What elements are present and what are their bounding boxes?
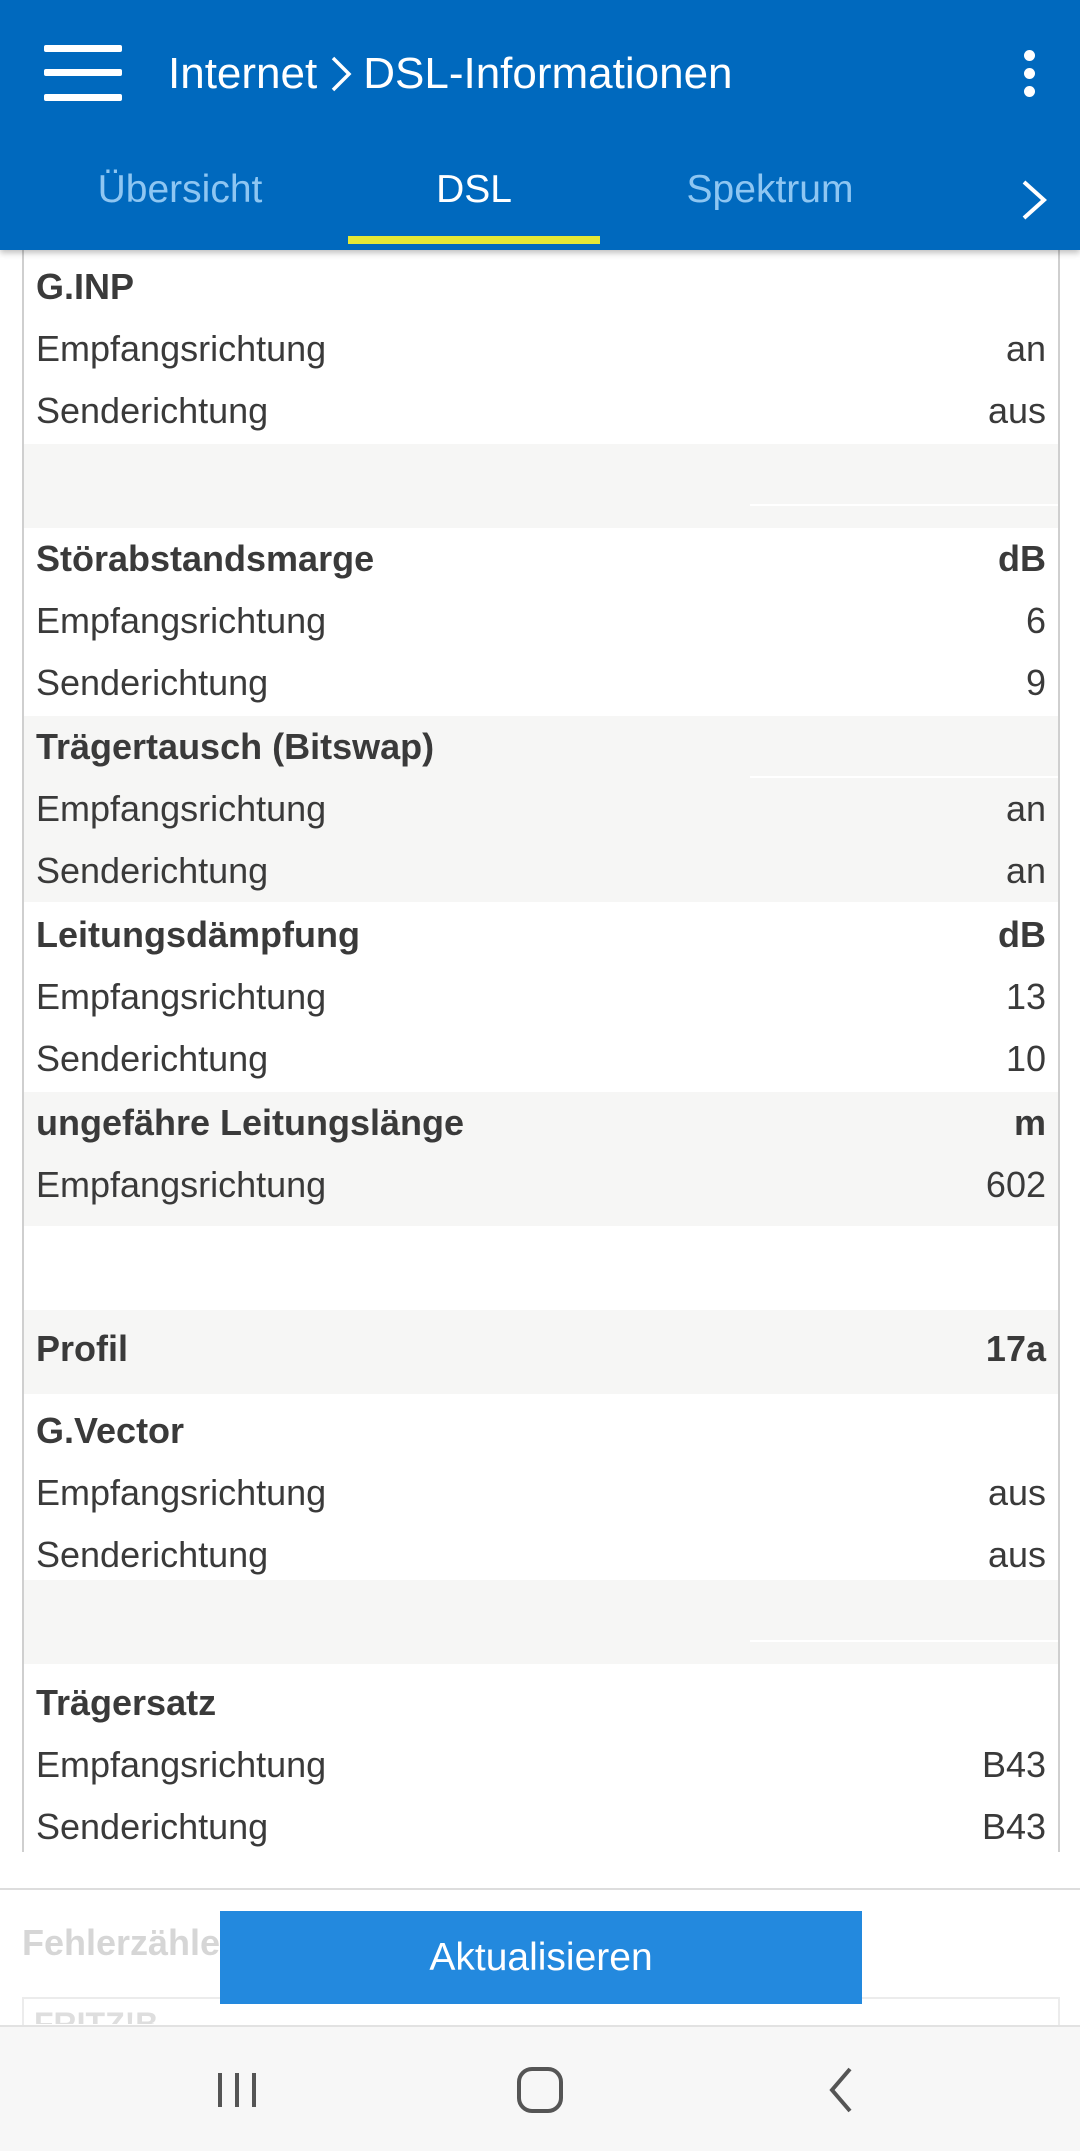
back-icon[interactable] [808, 2055, 878, 2125]
section-title: Leitungsdämpfung [36, 914, 360, 955]
cell-divider [750, 776, 1058, 778]
row-value: 6 [1025, 600, 1046, 641]
row-label: Senderichtung [36, 1534, 269, 1575]
row-value: 13 [1005, 976, 1046, 1017]
recents-icon[interactable] [202, 2055, 272, 2125]
system-nav-bar [0, 2025, 1080, 2151]
section-line-length: ungefähre Leitungslänge m Empfangsrichtu… [24, 1092, 1058, 1226]
tab-dsl[interactable]: DSL [436, 168, 512, 211]
tab-spektrum[interactable]: Spektrum [686, 168, 854, 211]
row-value: aus [987, 390, 1046, 431]
row-value: an [1005, 788, 1046, 829]
row-label: Senderichtung [36, 1038, 269, 1079]
section-snr-margin: Störabstandsmarge dB Empfangsrichtung 6 … [24, 528, 1058, 714]
more-vertical-icon[interactable] [1012, 48, 1048, 98]
chevron-right-icon [331, 56, 352, 92]
row-value: 10 [1005, 1038, 1046, 1079]
section-divider [0, 1888, 1080, 1890]
section-title: G.INP [36, 266, 135, 307]
row-label: Empfangsrichtung [36, 328, 327, 369]
row-label: Empfangsrichtung [36, 1164, 327, 1205]
section-title: Profil [36, 1328, 129, 1369]
app-bar: Internet DSL-Informationen Übersicht DSL… [0, 0, 1080, 250]
table-row: Senderichtung B43 [24, 1796, 1058, 1858]
table-row: Senderichtung 10 [24, 1028, 1058, 1090]
row-label: Empfangsrichtung [36, 1472, 327, 1513]
section-header: Profil 17a [24, 1318, 1058, 1380]
section-header: Leitungsdämpfung dB [24, 904, 1058, 966]
spacer-row [24, 1580, 1058, 1664]
row-value: B43 [981, 1806, 1046, 1847]
next-section-sub: FRITZ!B [34, 2010, 158, 2024]
section-header: Trägersatz [24, 1672, 1058, 1734]
tab-bar: Übersicht DSL Spektrum [0, 150, 1080, 250]
row-label: Senderichtung [36, 1806, 269, 1847]
section-bitswap: Trägertausch (Bitswap) Empfangsrichtung … [24, 716, 1058, 902]
row-value: 602 [985, 1164, 1046, 1205]
section-header: ungefähre Leitungslänge m [24, 1092, 1058, 1154]
row-label: Empfangsrichtung [36, 1744, 327, 1785]
update-button[interactable]: Aktualisieren [220, 1911, 862, 2004]
row-label: Senderichtung [36, 662, 269, 703]
row-label: Senderichtung [36, 390, 269, 431]
active-tab-indicator [348, 236, 600, 244]
row-value: aus [987, 1534, 1046, 1575]
table-row: Senderichtung aus [24, 1524, 1058, 1586]
table-row: Senderichtung 9 [24, 652, 1058, 714]
hamburger-menu-icon[interactable] [44, 45, 122, 101]
row-value: an [1005, 850, 1046, 891]
breadcrumb-item-internet[interactable]: Internet [168, 49, 318, 98]
home-icon[interactable] [505, 2055, 575, 2125]
section-title: ungefähre Leitungslänge [36, 1102, 465, 1143]
table-row: Empfangsrichtung B43 [24, 1734, 1058, 1796]
section-title: Trägertausch (Bitswap) [36, 726, 435, 767]
row-value: 9 [1025, 662, 1046, 703]
section-line-attenuation: Leitungsdämpfung dB Empfangsrichtung 13 … [24, 904, 1058, 1090]
next-section-title: Fehlerzähler [22, 1922, 235, 1963]
table-row: Empfangsrichtung 602 [24, 1154, 1058, 1216]
breadcrumb: Internet DSL-Informationen [168, 44, 733, 104]
table-row: Empfangsrichtung an [24, 318, 1058, 380]
section-title: Störabstandsmarge [36, 538, 375, 579]
breadcrumb-item-dsl-informationen: DSL-Informationen [363, 49, 733, 98]
section-title: G.Vector [36, 1410, 185, 1451]
section-value: 17a [985, 1328, 1046, 1369]
section-header: G.Vector [24, 1400, 1058, 1462]
section-unit: m [1013, 1102, 1046, 1143]
spacer-row [24, 444, 1058, 528]
section-ginp: G.INP Empfangsrichtung an Senderichtung … [24, 256, 1058, 442]
table-row: Empfangsrichtung an [24, 778, 1058, 840]
table-row: Senderichtung aus [24, 380, 1058, 442]
row-label: Empfangsrichtung [36, 600, 327, 641]
row-label: Senderichtung [36, 850, 269, 891]
cell-divider [750, 504, 1058, 506]
chevron-right-icon[interactable] [1016, 172, 1050, 228]
row-label: Empfangsrichtung [36, 976, 327, 1017]
row-value: B43 [981, 1744, 1046, 1785]
section-header: Störabstandsmarge dB [24, 528, 1058, 590]
cell-divider [750, 1640, 1058, 1642]
section-title: Trägersatz [36, 1682, 217, 1723]
table-row: Empfangsrichtung aus [24, 1462, 1058, 1524]
section-header: Trägertausch (Bitswap) [24, 716, 1058, 778]
table-row: Empfangsrichtung 6 [24, 590, 1058, 652]
row-value: an [1005, 328, 1046, 369]
section-profile: Profil 17a [24, 1310, 1058, 1394]
section-unit: dB [998, 538, 1046, 579]
section-carrier-set: Trägersatz Empfangsrichtung B43 Senderic… [24, 1672, 1058, 1858]
dsl-info-table: G.INP Empfangsrichtung an Senderichtung … [22, 232, 1060, 1858]
tab-uebersicht[interactable]: Übersicht [97, 168, 263, 211]
table-row: Senderichtung an [24, 840, 1058, 902]
table-row: Empfangsrichtung 13 [24, 966, 1058, 1028]
row-label: Empfangsrichtung [36, 788, 327, 829]
section-header: G.INP [24, 256, 1058, 318]
row-value: aus [987, 1472, 1046, 1513]
section-unit: dB [998, 914, 1046, 955]
section-gvector: G.Vector Empfangsrichtung aus Sendericht… [24, 1400, 1058, 1586]
